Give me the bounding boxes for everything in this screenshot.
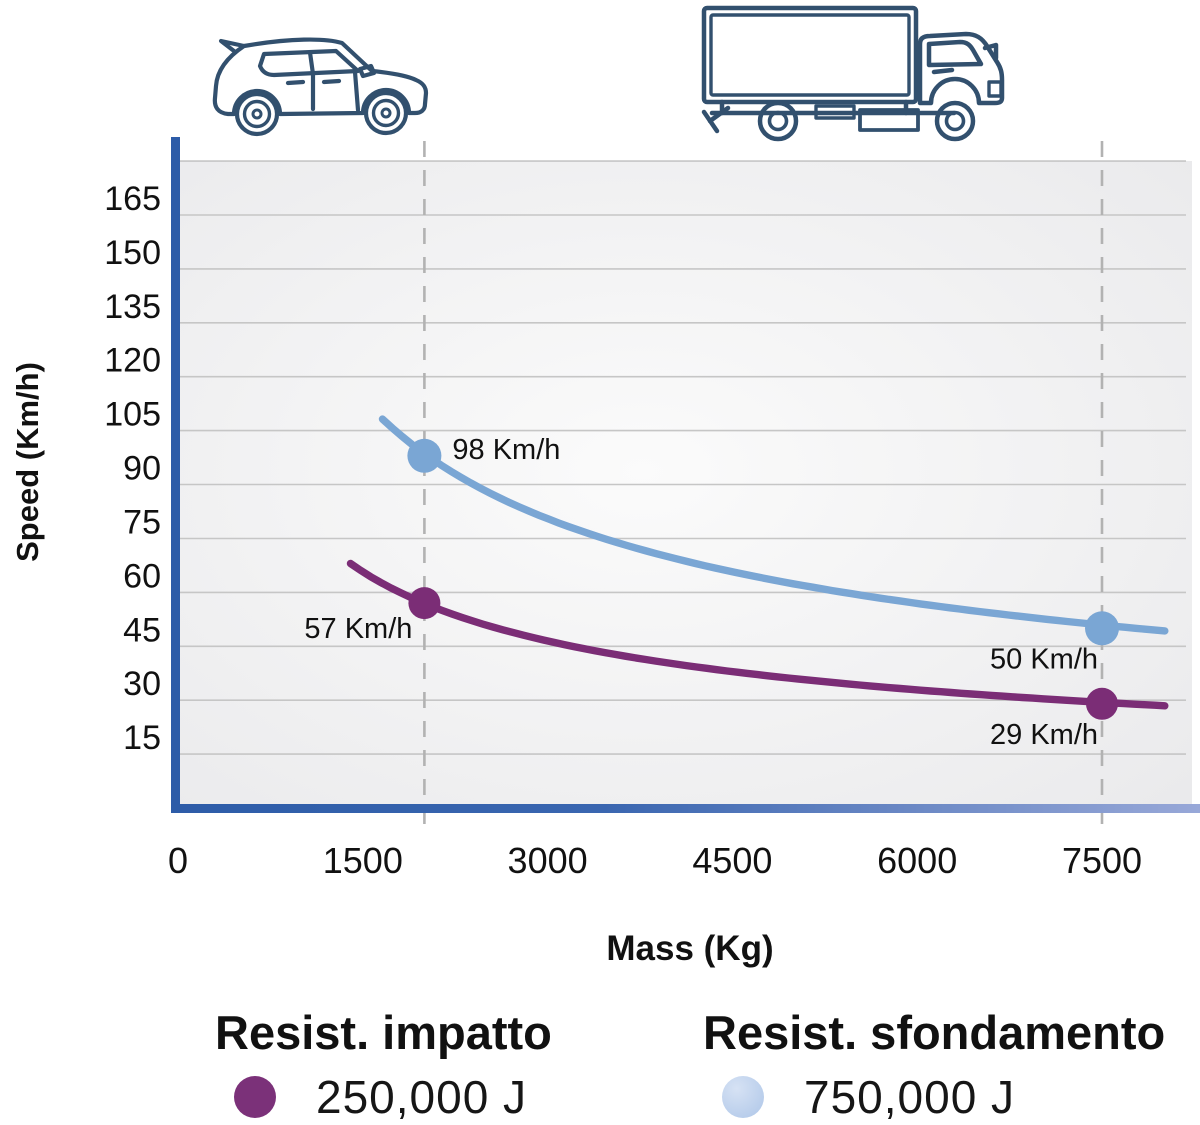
x-tick-label: 1500 — [323, 840, 403, 881]
legend-item-sfondamento: Resist. sfondamento 750,000 J — [703, 1008, 1165, 1124]
truck-icon — [701, 5, 1005, 142]
legend-value-sfondamento: 750,000 J — [804, 1071, 1016, 1124]
point-sfondamento-2000 — [407, 438, 442, 473]
x-tick-label: 3000 — [508, 840, 588, 881]
legend-title-impatto: Resist. impatto — [215, 1006, 552, 1059]
x-axis-title: Mass (Kg) — [606, 929, 773, 968]
legend-row-impatto: 250,000 J — [215, 1070, 552, 1124]
point-label-impatto-7500: 29 Km/h — [990, 719, 1098, 751]
y-tick-label: 75 — [123, 504, 161, 542]
car-icon — [212, 37, 429, 137]
y-tick-label: 15 — [123, 719, 161, 757]
point-sfondamento-7500 — [1085, 611, 1119, 646]
y-tick-label: 30 — [123, 665, 161, 703]
legend-row-sfondamento: 750,000 J — [703, 1070, 1165, 1124]
y-tick-label: 120 — [104, 342, 161, 380]
curve-sfondamento — [378, 415, 1169, 635]
x-tick-label: 6000 — [877, 840, 957, 881]
y-tick-label: 105 — [104, 396, 161, 434]
y-tick-label: 135 — [104, 288, 161, 326]
point-label-sfondamento-2000: 98 Km/h — [452, 434, 560, 466]
legend-item-impatto: Resist. impatto 250,000 J — [215, 1008, 552, 1124]
point-impatto-2000 — [408, 587, 441, 620]
y-tick-label: 90 — [123, 450, 161, 488]
x-tick-label: 7500 — [1062, 840, 1142, 881]
chart-canvas: 57 Km/h 29 Km/h 98 Km/h 50 Km/h 15 30 45 60 75 9… — [10, 5, 1200, 968]
legend-dot-sfondamento — [722, 1076, 764, 1119]
curve-impatto — [346, 559, 1169, 710]
point-impatto-7500 — [1086, 687, 1118, 720]
y-tick-label: 45 — [123, 611, 161, 649]
x-tick-label: 0 — [168, 840, 188, 881]
legend-dot-impatto — [234, 1076, 276, 1119]
y-tick-label: 165 — [104, 180, 161, 218]
y-axis-line — [171, 137, 180, 813]
x-tick-label: 4500 — [692, 840, 772, 881]
y-tick-label: 150 — [104, 234, 161, 272]
legend-title-sfondamento: Resist. sfondamento — [703, 1006, 1166, 1059]
point-label-sfondamento-7500: 50 Km/h — [990, 643, 1098, 675]
x-axis-line — [171, 804, 1200, 813]
legend-value-impatto: 250,000 J — [316, 1071, 528, 1124]
y-tick-label: 60 — [123, 557, 161, 595]
point-label-impatto-2000: 57 Km/h — [304, 613, 412, 645]
y-axis-title: Speed (Km/h) — [10, 362, 45, 562]
